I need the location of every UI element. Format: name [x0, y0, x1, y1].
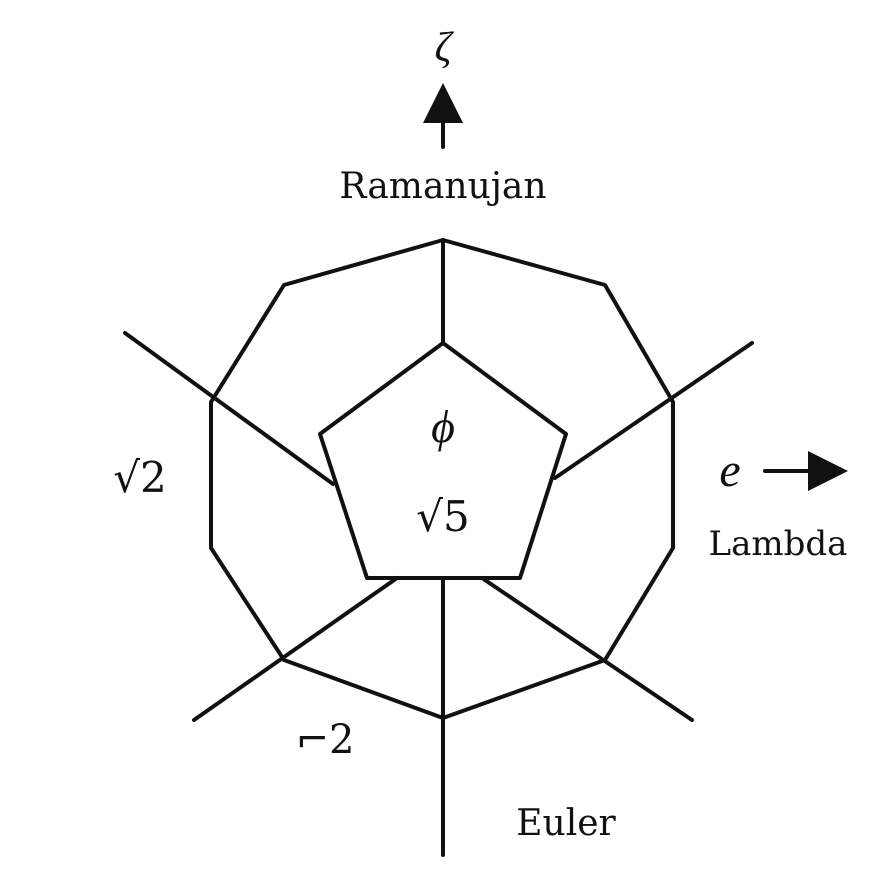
bottom-left-symbol-label: ⌐2 [296, 717, 355, 763]
center-root-five-label: √5 [416, 492, 469, 541]
right-axis-symbol: e [719, 444, 740, 497]
spoke-lower-left [192, 576, 399, 722]
top-name-label: Ramanujan [339, 166, 546, 207]
center-top-symbol: ϕ [431, 401, 455, 452]
spoke-lower-right [480, 576, 694, 722]
bottom-name-label: Euler [516, 803, 616, 844]
left-root-two-label: √2 [113, 453, 166, 502]
spoke-upper-left [123, 331, 335, 486]
right-name-label: Lambda [709, 524, 848, 564]
spoke-upper-right [553, 341, 754, 480]
top-axis-symbol: ζ [434, 25, 454, 71]
center-pentagon [318, 341, 568, 580]
